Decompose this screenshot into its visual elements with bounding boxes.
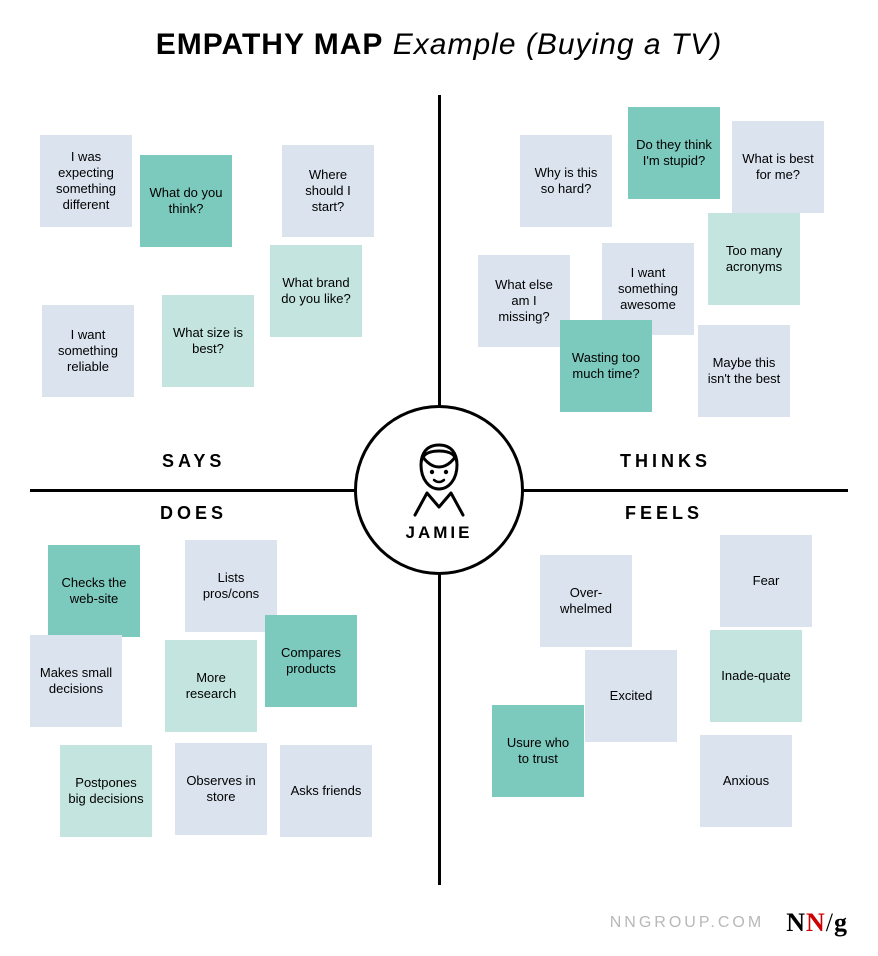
sticky-note: What size is best? [162,295,254,387]
empathy-map: I was expecting something differentWhat … [30,95,848,885]
sticky-note: What is best for me? [732,121,824,213]
sticky-note: Asks friends [280,745,372,837]
page-title: EMPATHY MAP Example (Buying a TV) [0,0,878,62]
persona-circle: JAMIE [354,405,524,575]
nng-logo: NN/g [786,908,848,938]
sticky-note: Too many acronyms [708,213,800,305]
sticky-note: I want something reliable [42,305,134,397]
sticky-note: I was expecting something different [40,135,132,227]
footer-url: NNGROUP.COM [610,914,765,932]
sticky-note: Over-whelmed [540,555,632,647]
logo-slash: / [826,908,834,937]
logo-n1: N [786,908,806,937]
label-says: SAYS [162,451,225,472]
footer: NNGROUP.COM NN/g [610,908,848,938]
sticky-note: Fear [720,535,812,627]
title-paren: (Buying a TV) [526,28,722,61]
sticky-note: Usure who to trust [492,705,584,797]
logo-g: g [834,908,848,937]
sticky-note: Why is this so hard? [520,135,612,227]
persona-name: JAMIE [406,523,473,543]
sticky-note: Makes small decisions [30,635,122,727]
label-does: DOES [160,503,227,524]
label-feels: FEELS [625,503,703,524]
title-light: Example [393,28,517,61]
sticky-note: Where should I start? [282,145,374,237]
sticky-note: Observes in store [175,743,267,835]
logo-n2: N [806,908,826,937]
label-thinks: THINKS [620,451,711,472]
sticky-note: Inade-quate [710,630,802,722]
sticky-note: What brand do you like? [270,245,362,337]
sticky-note: Postpones big decisions [60,745,152,837]
person-icon [401,437,477,517]
sticky-note: Lists pros/cons [185,540,277,632]
sticky-note: Checks the web-site [48,545,140,637]
sticky-note: What else am I missing? [478,255,570,347]
sticky-note: What do you think? [140,155,232,247]
sticky-note: Anxious [700,735,792,827]
sticky-note: Excited [585,650,677,742]
title-bold: EMPATHY MAP [156,28,384,61]
sticky-note: Compares products [265,615,357,707]
sticky-note: Wasting too much time? [560,320,652,412]
sticky-note: More research [165,640,257,732]
sticky-note: Do they think I'm stupid? [628,107,720,199]
sticky-note: Maybe this isn't the best [698,325,790,417]
